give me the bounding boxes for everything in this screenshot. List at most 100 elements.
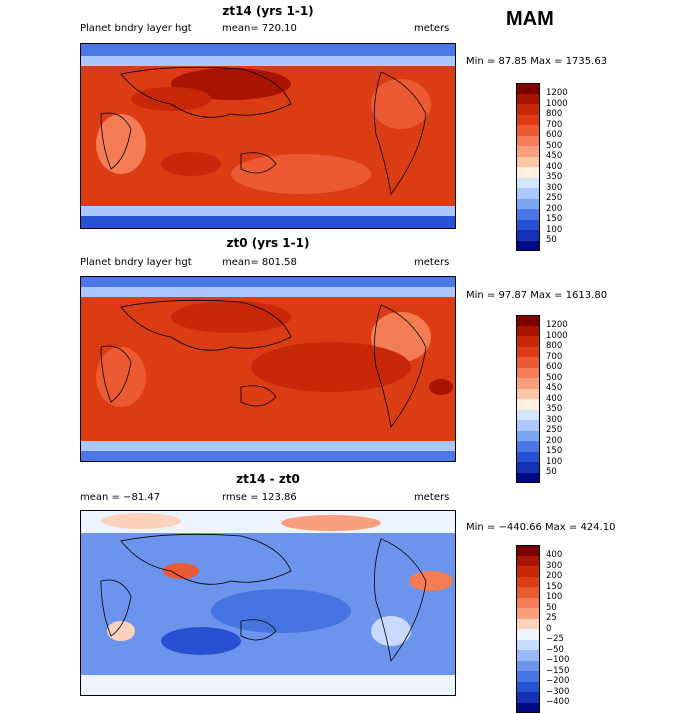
colorbar-swatch xyxy=(516,146,540,157)
colorbar-tick-label: −50 xyxy=(546,645,569,656)
colorbar-tick-label: 450 xyxy=(546,151,568,162)
map-field xyxy=(81,44,456,229)
colorbar-swatch xyxy=(516,556,540,567)
colorbar-tick-label: 300 xyxy=(546,183,568,194)
colorbar-tick-label: −400 xyxy=(546,697,569,708)
colorbar-swatch xyxy=(516,608,540,619)
colorbar-tick-label: 800 xyxy=(546,109,568,120)
colorbar-swatch xyxy=(516,671,540,682)
colorbar-swatch xyxy=(516,220,540,231)
colorbar-swatch xyxy=(516,703,540,713)
colorbar-tick-label: 600 xyxy=(546,130,568,141)
colorbar-swatch xyxy=(516,431,540,442)
colorbar-swatch xyxy=(516,357,540,368)
colorbar-swatch xyxy=(516,125,540,136)
map-zt14 xyxy=(80,43,456,229)
colorbar-swatch xyxy=(516,545,540,556)
colorbar-tick-label: 200 xyxy=(546,436,568,447)
colorbar-swatch xyxy=(516,619,540,630)
colorbar-tick-label: 700 xyxy=(546,352,568,363)
map-field xyxy=(81,277,456,462)
colorbar-tick-label: 400 xyxy=(546,162,568,173)
mean-label: mean = −81.47 xyxy=(80,492,160,503)
colorbar-tick-label: 600 xyxy=(546,362,568,373)
colorbar-swatch xyxy=(516,241,540,252)
minmax-label: Min = 87.85 Max = 1735.63 xyxy=(466,56,607,67)
colorbar-tick-label: 350 xyxy=(546,172,568,183)
colorbar-swatch xyxy=(516,441,540,452)
colorbar-tick-label: 800 xyxy=(546,341,568,352)
colorbar-tick-label: 100 xyxy=(546,225,568,236)
colorbar-swatch xyxy=(516,199,540,210)
colorbar-swatch xyxy=(516,115,540,126)
colorbar-tick-label: −150 xyxy=(546,666,569,677)
colorbar-swatch xyxy=(516,640,540,651)
colorbar-swatch xyxy=(516,230,540,241)
colorbar-swatch xyxy=(516,136,540,147)
colorbar xyxy=(516,83,540,251)
colorbar-tick-label: 1200 xyxy=(546,88,568,99)
colorbar-swatch xyxy=(516,326,540,337)
colorbar-swatch xyxy=(516,682,540,693)
colorbar-tick-label: 700 xyxy=(546,120,568,131)
colorbar-swatch xyxy=(516,368,540,379)
colorbar-swatch xyxy=(516,83,540,94)
colorbar-tick-label: 450 xyxy=(546,383,568,394)
colorbar-swatch xyxy=(516,188,540,199)
colorbar-tick-label: 350 xyxy=(546,404,568,415)
colorbar-tick-label: 100 xyxy=(546,592,569,603)
colorbar-swatch xyxy=(516,420,540,431)
colorbar-tick-label: 1000 xyxy=(546,99,568,110)
colorbar-swatch xyxy=(516,178,540,189)
minmax-label: Min = 97.87 Max = 1613.80 xyxy=(466,290,607,301)
colorbar-swatch xyxy=(516,629,540,640)
colorbar-swatch xyxy=(516,692,540,703)
colorbar-swatch xyxy=(516,577,540,588)
colorbar-swatch xyxy=(516,167,540,178)
colorbar-tick-label: 25 xyxy=(546,613,569,624)
rmse-label: rmse = 123.86 xyxy=(222,492,297,503)
colorbar-tick-label: 1000 xyxy=(546,331,568,342)
panel-title: zt14 (yrs 1-1) xyxy=(80,4,456,18)
colorbar-tick-label: 50 xyxy=(546,235,568,246)
colorbar-swatch xyxy=(516,473,540,484)
colorbar-tick-label: 100 xyxy=(546,457,568,468)
colorbar-tick-label: −300 xyxy=(546,687,569,698)
panel-title: zt0 (yrs 1-1) xyxy=(80,236,456,250)
units-label: meters xyxy=(414,492,449,503)
colorbar-swatch xyxy=(516,661,540,672)
panel-title: zt14 - zt0 xyxy=(80,472,456,486)
colorbar-tick-label: 150 xyxy=(546,582,569,593)
colorbar-tick-label: 300 xyxy=(546,561,569,572)
colorbar-tick-label: 500 xyxy=(546,141,568,152)
colorbar-tick-label: −25 xyxy=(546,634,569,645)
map-field xyxy=(81,511,456,696)
colorbar-swatch xyxy=(516,399,540,410)
colorbar-tick-label: 200 xyxy=(546,571,569,582)
variable-label: Planet bndry layer hgt xyxy=(80,23,192,34)
colorbar-swatch xyxy=(516,104,540,115)
colorbar-swatch xyxy=(516,452,540,463)
colorbar-tick-label: 0 xyxy=(546,624,569,635)
colorbar-tick-label: 1200 xyxy=(546,320,568,331)
colorbar-swatch xyxy=(516,315,540,326)
colorbar-tick-label: 50 xyxy=(546,467,568,478)
units-label: meters xyxy=(414,23,449,34)
units-label: meters xyxy=(414,257,449,268)
colorbar-swatch xyxy=(516,347,540,358)
colorbar-swatch xyxy=(516,587,540,598)
colorbar-swatch xyxy=(516,462,540,473)
colorbar-swatch xyxy=(516,410,540,421)
map-zt0 xyxy=(80,276,456,462)
colorbar-tick-label: 50 xyxy=(546,603,569,614)
colorbar-swatch xyxy=(516,157,540,168)
colorbar-tick-label: 250 xyxy=(546,425,568,436)
colorbar-tick-label: 250 xyxy=(546,193,568,204)
colorbar-swatch xyxy=(516,598,540,609)
colorbar-tick-label: −100 xyxy=(546,655,569,666)
mean-label: mean= 801.58 xyxy=(222,257,297,268)
minmax-label: Min = −440.66 Max = 424.10 xyxy=(466,522,615,533)
